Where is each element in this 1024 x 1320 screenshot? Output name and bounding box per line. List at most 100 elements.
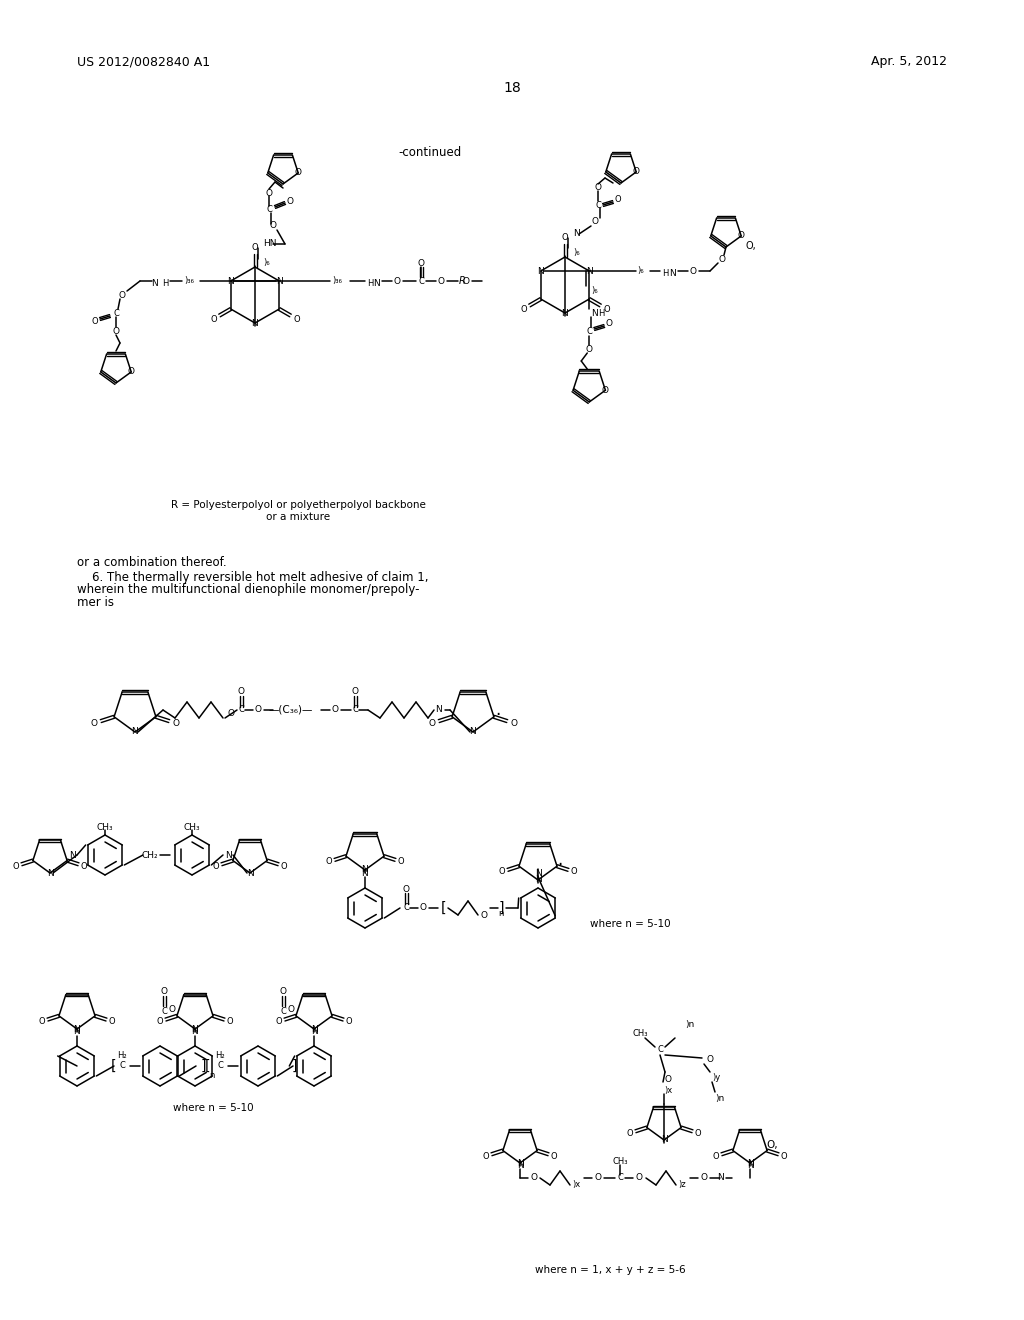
Text: C: C — [657, 1045, 663, 1055]
Text: N: N — [275, 276, 283, 285]
Text: O: O — [719, 255, 725, 264]
Text: O: O — [570, 867, 578, 876]
Text: N: N — [191, 1024, 199, 1034]
Text: where n = 1, x + y + z = 5-6: where n = 1, x + y + z = 5-6 — [535, 1265, 685, 1275]
Text: N: N — [591, 309, 598, 318]
Text: O: O — [707, 1056, 714, 1064]
Text: 6. The thermally reversible hot melt adhesive of claim 1,: 6. The thermally reversible hot melt adh… — [77, 570, 428, 583]
Text: O: O — [418, 259, 425, 268]
Text: N: N — [47, 869, 53, 878]
Text: O: O — [520, 305, 526, 314]
Text: C: C — [266, 206, 272, 214]
Text: O: O — [429, 719, 435, 727]
Text: N: N — [535, 875, 542, 884]
Text: O: O — [252, 243, 258, 252]
Text: O: O — [169, 1006, 175, 1015]
Text: O: O — [499, 867, 505, 876]
Text: O: O — [332, 705, 339, 714]
Text: or a combination thereof.: or a combination thereof. — [77, 557, 226, 569]
Text: O: O — [398, 857, 404, 866]
Text: O: O — [157, 1016, 163, 1026]
Text: N: N — [586, 267, 593, 276]
Text: )₃₆: )₃₆ — [184, 276, 194, 285]
Text: O: O — [602, 385, 609, 395]
Text: O: O — [586, 345, 593, 354]
Text: H: H — [162, 279, 168, 288]
Text: O: O — [287, 197, 294, 206]
Text: N: N — [535, 869, 542, 878]
Text: US 2012/0082840 A1: US 2012/0082840 A1 — [77, 55, 210, 69]
Text: C: C — [280, 1007, 286, 1016]
Text: O: O — [592, 218, 598, 227]
Text: O: O — [326, 857, 332, 866]
Text: O: O — [636, 1173, 642, 1183]
Text: O: O — [482, 1151, 489, 1160]
Text: C: C — [113, 309, 119, 318]
Text: O: O — [665, 1076, 672, 1085]
Text: N: N — [517, 1159, 523, 1167]
Text: O: O — [351, 688, 358, 697]
Text: where n = 5-10: where n = 5-10 — [173, 1104, 253, 1113]
Text: )₆: )₆ — [591, 286, 598, 296]
Text: mer is: mer is — [77, 597, 114, 610]
Text: ]: ] — [201, 1059, 206, 1073]
Text: O: O — [737, 231, 744, 240]
Text: O: O — [480, 911, 487, 920]
Text: C: C — [217, 1061, 223, 1071]
Text: where n = 5-10: where n = 5-10 — [590, 919, 671, 929]
Text: CH₃: CH₃ — [612, 1156, 628, 1166]
Text: O: O — [281, 862, 288, 871]
Text: )n: )n — [716, 1093, 725, 1102]
Text: O: O — [128, 367, 135, 376]
Text: )₃₆: )₃₆ — [332, 276, 342, 285]
Text: N: N — [517, 1160, 523, 1170]
Text: O: O — [210, 314, 217, 323]
Text: n: n — [209, 1071, 215, 1080]
Text: O: O — [255, 705, 261, 714]
Text: N: N — [435, 705, 442, 714]
Text: O: O — [393, 276, 400, 285]
Text: CH₂: CH₂ — [141, 850, 159, 859]
Text: N: N — [252, 318, 258, 327]
Text: O: O — [227, 1016, 233, 1026]
Text: O: O — [606, 319, 612, 329]
Text: )x: )x — [571, 1180, 581, 1189]
Text: wherein the multifunctional dienophile monomer/prepoly-: wherein the multifunctional dienophile m… — [77, 583, 420, 597]
Text: N: N — [152, 279, 158, 288]
Text: )x: )x — [664, 1085, 672, 1094]
Text: N: N — [538, 267, 544, 276]
Text: N: N — [660, 1135, 668, 1144]
Text: [: [ — [205, 1059, 211, 1073]
Text: N: N — [191, 1027, 199, 1036]
Text: N: N — [717, 1173, 723, 1183]
Text: O: O — [603, 305, 610, 314]
Text: N: N — [373, 279, 379, 288]
Text: O: O — [295, 169, 302, 177]
Text: O: O — [463, 276, 469, 285]
Text: Apr. 5, 2012: Apr. 5, 2012 — [871, 55, 947, 69]
Text: N: N — [247, 869, 253, 878]
Text: O: O — [172, 719, 179, 727]
Text: N: N — [69, 850, 76, 859]
Text: O: O — [119, 290, 126, 300]
Text: O: O — [269, 222, 276, 231]
Text: N: N — [74, 1024, 80, 1034]
Text: )₆: )₆ — [638, 267, 644, 276]
Text: C: C — [418, 276, 424, 285]
Text: O: O — [227, 710, 234, 718]
Text: H: H — [662, 268, 669, 277]
Text: O: O — [614, 195, 622, 205]
Text: O: O — [288, 1006, 295, 1015]
Text: CH₃: CH₃ — [96, 824, 114, 833]
Text: O: O — [551, 1151, 557, 1160]
Text: O: O — [627, 1129, 633, 1138]
Text: .: . — [496, 701, 501, 719]
Text: O: O — [280, 987, 287, 997]
Text: C: C — [403, 903, 409, 912]
Text: )z: )z — [678, 1180, 686, 1189]
Text: )n: )n — [685, 1020, 694, 1030]
Text: O: O — [212, 862, 219, 871]
Text: .: . — [557, 851, 562, 869]
Text: O: O — [562, 232, 568, 242]
Text: C: C — [587, 326, 592, 335]
